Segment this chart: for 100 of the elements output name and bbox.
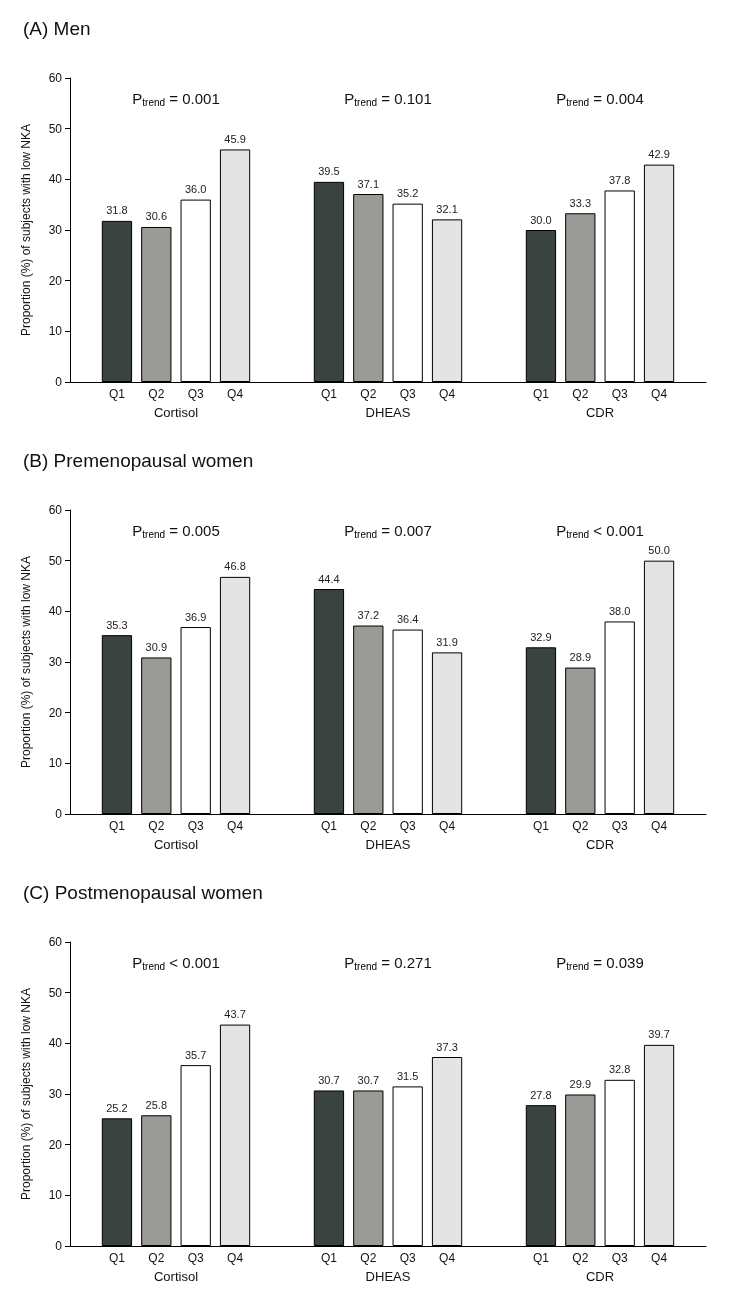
data-label: 35.3 — [106, 618, 128, 631]
y-tick-label: 20 — [48, 1137, 63, 1152]
data-label: 36.0 — [184, 183, 207, 196]
series-label: Q2 — [148, 819, 165, 833]
y-tick-label: 60 — [48, 71, 63, 85]
series-label: Q4 — [227, 1251, 244, 1265]
series-label: Q4 — [227, 387, 244, 401]
x-tick-label: DHEAS — [365, 1269, 411, 1284]
data-label: 27.8 — [530, 1088, 552, 1101]
text: Q2 — [572, 819, 589, 833]
chart-title: (C) Postmenopausal women — [23, 882, 263, 903]
text: Q2 — [572, 387, 589, 401]
text: Q3 — [611, 387, 628, 401]
text: Q4 — [651, 387, 668, 401]
data-label: 32.1 — [436, 202, 458, 215]
data-label: 36.4 — [396, 613, 419, 626]
data-label: 28.9 — [569, 651, 592, 664]
x-tick-label: DHEAS — [365, 837, 411, 852]
data-label: 33.3 — [569, 196, 592, 209]
y-tick-label: 30 — [48, 223, 63, 237]
data-label: 50.0 — [648, 544, 670, 557]
y-tick-label: 40 — [48, 1036, 63, 1051]
y-tick-label: 30 — [48, 655, 63, 669]
y-tick-label: 10 — [48, 324, 63, 339]
text: Q2 — [572, 1251, 589, 1265]
data-label: 37.1 — [357, 177, 380, 190]
text: Q1 — [532, 819, 549, 833]
chart-title: (A) Men — [23, 18, 91, 39]
x-tick-label: DHEAS — [365, 405, 411, 420]
x-tick-label: CDR — [585, 837, 615, 852]
x-tick-label: CDR — [585, 405, 615, 420]
data-label: 31.9 — [436, 635, 458, 648]
y-axis-title: Proportion (%) of subjects with low NKA — [19, 987, 33, 1201]
data-label: 37.8 — [608, 173, 631, 186]
y-tick-label: 60 — [48, 935, 63, 949]
text: Q3 — [611, 1251, 628, 1265]
text: Q1 — [320, 819, 337, 833]
text: Q1 — [532, 387, 549, 401]
text: Q3 — [399, 1251, 416, 1265]
data-label: 30.9 — [145, 640, 168, 653]
series-label: Q3 — [187, 1251, 205, 1265]
y-axis-title: Proportion (%) of subjects with low NKA — [19, 123, 33, 337]
y-tick-label: 60 — [48, 503, 63, 517]
data-label: 30.6 — [145, 210, 168, 223]
y-tick-label: 50 — [48, 121, 63, 136]
y-tick-label: 0 — [55, 1239, 63, 1253]
x-tick-label: Cortisol — [153, 405, 199, 420]
series-label: Q2 — [148, 387, 165, 401]
data-label: 39.5 — [318, 165, 340, 178]
y-tick-label: 50 — [48, 553, 63, 568]
text: Q4 — [439, 819, 456, 833]
data-label: 32.8 — [608, 1063, 631, 1076]
data-label: 35.2 — [396, 187, 419, 200]
text: Q3 — [399, 819, 416, 833]
text: Q1 — [532, 1251, 549, 1265]
series-label: Q2 — [148, 1251, 165, 1265]
data-label: 25.2 — [106, 1101, 128, 1114]
data-label: 30.0 — [530, 213, 552, 226]
data-label: 29.9 — [569, 1078, 592, 1091]
series-label: Q3 — [187, 819, 205, 833]
y-tick-label: 50 — [48, 985, 63, 1000]
series-label: Q3 — [187, 387, 205, 401]
data-label: 30.7 — [318, 1073, 340, 1086]
text: Q3 — [399, 387, 416, 401]
data-label: 42.9 — [648, 148, 670, 161]
y-tick-label: 10 — [48, 1188, 63, 1203]
data-label: 25.8 — [145, 1098, 168, 1111]
y-axis-title: Proportion (%) of subjects with low NKA — [19, 555, 33, 769]
data-label: 44.4 — [318, 572, 340, 585]
chart-title: (B) Premenopausal women — [23, 450, 254, 471]
text: Q1 — [320, 1251, 337, 1265]
x-tick-label: Cortisol — [153, 1269, 199, 1284]
data-label: 35.7 — [184, 1048, 207, 1061]
data-label: 46.8 — [224, 560, 246, 573]
text: Q2 — [360, 387, 377, 401]
data-label: 31.8 — [106, 204, 128, 217]
text: Q4 — [439, 387, 456, 401]
series-label: Q1 — [108, 387, 126, 401]
data-label: 31.5 — [396, 1069, 419, 1082]
y-tick-label: 40 — [48, 604, 63, 619]
series-label: Q1 — [108, 1251, 126, 1265]
data-label: 43.7 — [224, 1008, 246, 1021]
data-label: 39.7 — [648, 1028, 670, 1041]
x-tick-label: CDR — [585, 1269, 615, 1284]
text: Q2 — [360, 819, 377, 833]
text: Q3 — [611, 819, 628, 833]
data-label: 37.3 — [436, 1040, 458, 1053]
y-tick-label: 40 — [48, 172, 63, 187]
data-label: 37.2 — [357, 609, 380, 622]
series-label: Q4 — [227, 819, 244, 833]
y-tick-label: 10 — [48, 756, 63, 771]
data-label: 36.9 — [184, 610, 207, 623]
y-tick-label: 20 — [48, 273, 63, 288]
series-label: Q1 — [108, 819, 126, 833]
text: Q4 — [651, 1251, 668, 1265]
y-tick-label: 30 — [48, 1087, 63, 1101]
data-label: 45.9 — [224, 132, 246, 145]
text: Q4 — [439, 1251, 456, 1265]
data-label: 30.7 — [357, 1073, 380, 1086]
y-tick-label: 0 — [55, 807, 63, 821]
